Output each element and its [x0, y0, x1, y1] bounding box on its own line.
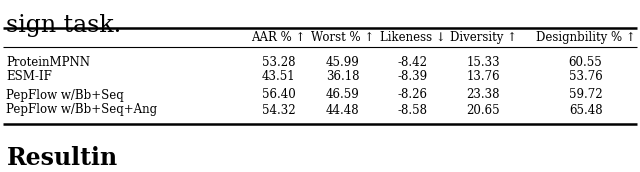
Text: 43.51: 43.51 [262, 71, 295, 83]
Text: -8.58: -8.58 [398, 104, 428, 116]
Text: ESM-IF: ESM-IF [6, 71, 52, 83]
Text: 44.48: 44.48 [326, 104, 359, 116]
Text: 53.28: 53.28 [262, 56, 295, 68]
Text: 15.33: 15.33 [467, 56, 500, 68]
Text: -8.39: -8.39 [397, 71, 428, 83]
Text: 45.99: 45.99 [326, 56, 359, 68]
Text: PepFlow w/Bb+Seq+Ang: PepFlow w/Bb+Seq+Ang [6, 104, 157, 116]
Text: 46.59: 46.59 [326, 89, 359, 101]
Text: Resultin: Resultin [6, 146, 118, 170]
Text: Designbility % ↑: Designbility % ↑ [536, 31, 636, 44]
Text: Likeness ↓: Likeness ↓ [380, 31, 445, 44]
Text: 13.76: 13.76 [467, 71, 500, 83]
Text: sign task.: sign task. [6, 14, 122, 37]
Text: PepFlow w/Bb+Seq: PepFlow w/Bb+Seq [6, 89, 124, 101]
Text: AAR % ↑: AAR % ↑ [252, 31, 305, 44]
Text: 54.32: 54.32 [262, 104, 295, 116]
Text: 60.55: 60.55 [569, 56, 602, 68]
Text: Diversity ↑: Diversity ↑ [450, 31, 516, 44]
Text: -8.42: -8.42 [398, 56, 428, 68]
Text: 59.72: 59.72 [569, 89, 602, 101]
Text: -8.26: -8.26 [398, 89, 428, 101]
Text: Worst % ↑: Worst % ↑ [311, 31, 374, 44]
Text: 36.18: 36.18 [326, 71, 359, 83]
Text: 53.76: 53.76 [569, 71, 602, 83]
Text: 56.40: 56.40 [262, 89, 295, 101]
Text: 65.48: 65.48 [569, 104, 602, 116]
Text: ProteinMPNN: ProteinMPNN [6, 56, 90, 68]
Text: 23.38: 23.38 [467, 89, 500, 101]
Text: 20.65: 20.65 [467, 104, 500, 116]
